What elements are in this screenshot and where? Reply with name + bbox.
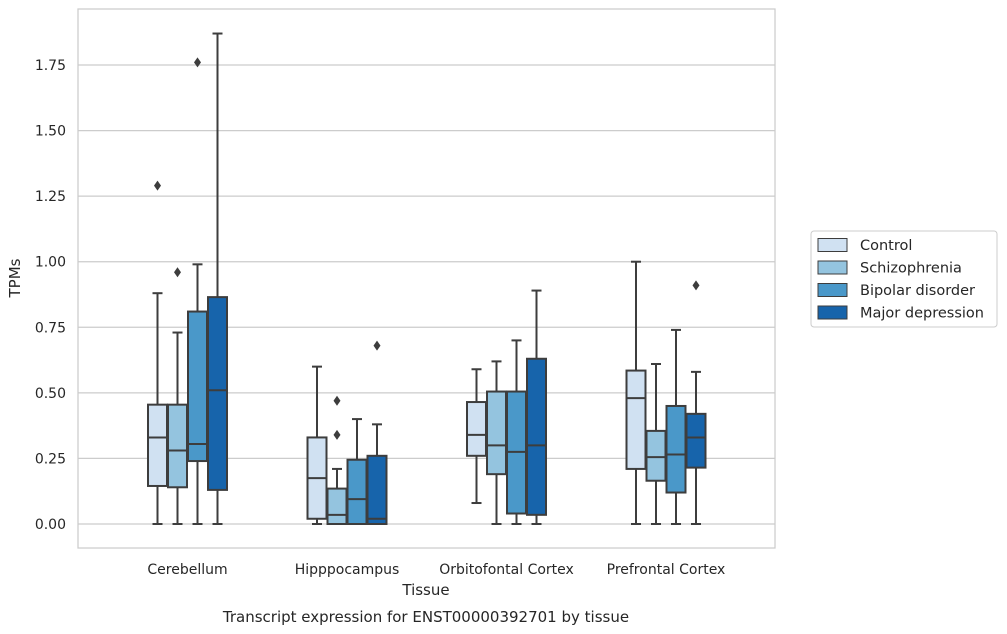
box-0-1	[306, 365, 328, 525]
legend-label: Bipolar disorder	[860, 283, 975, 299]
legend-label: Schizophrenia	[860, 261, 962, 277]
legend-label: Control	[860, 238, 912, 254]
outlier-point	[333, 429, 341, 440]
box-body	[685, 412, 707, 469]
x-axis-ticks: Cerebellum Hipppocampus Orbitofontal Corte…	[147, 562, 725, 578]
outlier-point	[373, 340, 381, 351]
legend-swatch	[817, 260, 848, 275]
y-tick-label: 0.75	[35, 320, 66, 336]
box-body	[326, 487, 348, 526]
box-groups	[147, 32, 707, 526]
x-tick-label: Cerebellum	[147, 562, 227, 578]
box-body	[207, 296, 228, 491]
box-2-1	[346, 418, 368, 525]
box-body	[187, 310, 208, 463]
box-3-1	[366, 340, 388, 526]
legend: Control Schizophrenia Bipolar disorder Majo…	[810, 230, 998, 328]
x-axis-label: Tissue	[401, 581, 449, 599]
y-axis-ticks: 0.00 0.25 0.50 0.75 1.00 1.25 1.50 1.75	[35, 58, 66, 533]
y-tick-label: 0.00	[35, 517, 66, 533]
box-body	[366, 454, 388, 526]
box-body	[526, 357, 547, 516]
legend-items: Control Schizophrenia Bipolar disorder Majo…	[817, 238, 984, 322]
box-body	[625, 369, 647, 470]
y-tick-label: 0.50	[35, 386, 66, 402]
outlier-point	[194, 57, 201, 68]
box-body	[665, 404, 687, 494]
box-3-3	[685, 280, 707, 525]
legend-swatch	[817, 238, 848, 252]
box-1-1	[326, 395, 348, 526]
outlier-point	[333, 395, 341, 406]
box-3-0	[207, 32, 228, 525]
outlier-point	[174, 267, 181, 278]
x-tick-label: Orbitofontal Cortex	[439, 562, 574, 578]
box-body	[346, 458, 368, 525]
box-3-2	[526, 289, 547, 525]
box-0-3	[625, 260, 647, 525]
legend-frame	[810, 230, 998, 328]
y-tick-label: 0.25	[35, 451, 66, 467]
outlier-point	[692, 280, 700, 291]
y-axis-label: TPMs	[6, 258, 24, 298]
outlier-point	[154, 180, 161, 191]
x-tick-label: Hipppocampus	[295, 562, 400, 578]
legend-swatch	[817, 305, 848, 320]
plot-area-frame	[77, 8, 776, 549]
box-body	[466, 401, 487, 457]
box-body	[645, 429, 667, 482]
y-tick-label: 1.25	[35, 189, 66, 205]
legend-swatch	[817, 283, 848, 297]
box-0-0	[147, 180, 168, 525]
y-tick-label: 1.00	[35, 255, 66, 271]
box-body	[147, 403, 168, 487]
y-tick-label: 1.50	[35, 124, 66, 140]
y-tick-label: 1.75	[35, 58, 66, 74]
legend-label: Major depression	[860, 306, 984, 322]
x-tick-label: Prefrontal Cortex	[607, 562, 726, 578]
box-body	[167, 403, 188, 489]
chart-caption: Transcript expression for ENST0000039270…	[222, 608, 629, 626]
box-body	[486, 390, 507, 476]
